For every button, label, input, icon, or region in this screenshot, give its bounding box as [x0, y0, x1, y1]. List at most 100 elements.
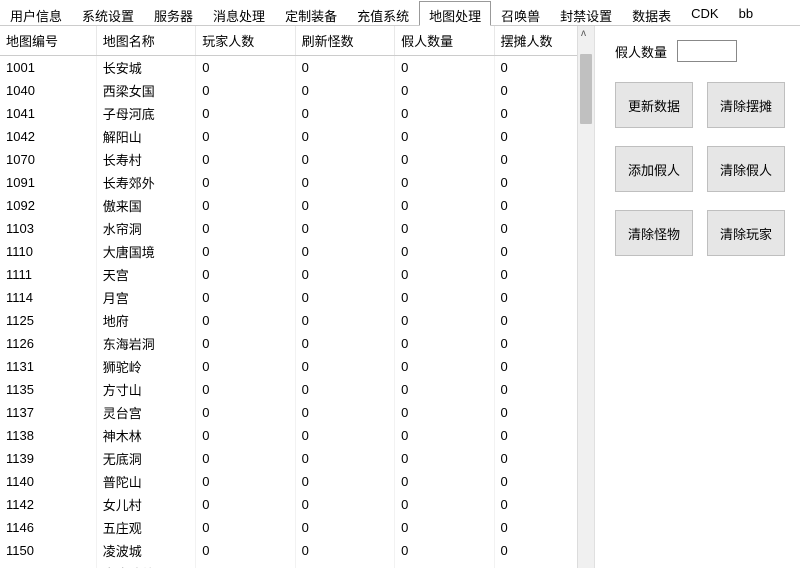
tab-1[interactable]: 系统设置	[72, 1, 144, 26]
column-header[interactable]: 刷新怪数	[295, 26, 394, 56]
column-header[interactable]: 地图编号	[0, 26, 96, 56]
scrollbar-thumb[interactable]	[580, 54, 592, 124]
clear-stall-button[interactable]: 清除摆摊	[707, 82, 785, 128]
table-cell: 0	[196, 516, 295, 539]
tab-4[interactable]: 定制装备	[275, 1, 347, 26]
table-cell: 0	[295, 470, 394, 493]
clear-monster-button[interactable]: 清除怪物	[615, 210, 693, 256]
table-row[interactable]: 1140普陀山0000	[0, 470, 594, 493]
table-cell: 子母河底	[96, 102, 195, 125]
table-cell: 0	[295, 447, 394, 470]
table-cell: 1150	[0, 539, 96, 562]
table-row[interactable]: 1110大唐国境0000	[0, 240, 594, 263]
vertical-scrollbar[interactable]: ʌ	[577, 26, 594, 568]
scroll-up-icon[interactable]: ʌ	[581, 28, 586, 39]
table-cell: 1070	[0, 148, 96, 171]
table-cell: 0	[196, 125, 295, 148]
table-cell: 0	[395, 355, 494, 378]
table-cell: 0	[295, 424, 394, 447]
action-button-grid: 更新数据清除摆摊添加假人清除假人清除怪物清除玩家	[615, 82, 800, 256]
table-cell: 0	[295, 378, 394, 401]
table-row[interactable]: 1146五庄观0000	[0, 516, 594, 539]
table-cell: 1139	[0, 447, 96, 470]
table-cell: 1140	[0, 470, 96, 493]
table-cell: 0	[295, 516, 394, 539]
table-cell: 0	[395, 332, 494, 355]
table-cell: 0	[395, 447, 494, 470]
table-row[interactable]: 1092傲来国0000	[0, 194, 594, 217]
table-cell: 0	[395, 286, 494, 309]
table-cell: 1111	[0, 263, 96, 286]
table-row[interactable]: 1137灵台宫0000	[0, 401, 594, 424]
table-cell: 0	[295, 79, 394, 102]
tab-6[interactable]: 地图处理	[419, 1, 491, 26]
table-cell: 0	[196, 240, 295, 263]
table-row[interactable]: 1042解阳山0000	[0, 125, 594, 148]
table-row[interactable]: 1131狮驼岭0000	[0, 355, 594, 378]
table-cell: 0	[395, 539, 494, 562]
table-cell: 0	[395, 516, 494, 539]
table-cell: 0	[196, 355, 295, 378]
table-cell: 1125	[0, 309, 96, 332]
column-header[interactable]: 假人数量	[395, 26, 494, 56]
tab-9[interactable]: 数据表	[622, 1, 681, 26]
table-row[interactable]: 1070长寿村0000	[0, 148, 594, 171]
table-row[interactable]: 1142女儿村0000	[0, 493, 594, 516]
table-row[interactable]: 1040西梁女国0000	[0, 79, 594, 102]
map-table-wrap: 地图编号地图名称玩家人数刷新怪数假人数量摆摊人数 1001长安城00001040…	[0, 26, 595, 568]
table-row[interactable]: 1138神木林0000	[0, 424, 594, 447]
table-cell: 0	[196, 102, 295, 125]
table-row[interactable]: 1173大唐境外0000	[0, 562, 594, 568]
main-area: 地图编号地图名称玩家人数刷新怪数假人数量摆摊人数 1001长安城00001040…	[0, 26, 800, 568]
tab-3[interactable]: 消息处理	[203, 1, 275, 26]
column-header[interactable]: 地图名称	[96, 26, 195, 56]
table-cell: 0	[295, 240, 394, 263]
fake-player-input[interactable]	[677, 40, 737, 62]
table-row[interactable]: 1091长寿郊外0000	[0, 171, 594, 194]
tab-5[interactable]: 充值系统	[347, 1, 419, 26]
column-header[interactable]: 玩家人数	[196, 26, 295, 56]
table-row[interactable]: 1125地府0000	[0, 309, 594, 332]
tab-0[interactable]: 用户信息	[0, 1, 72, 26]
tab-10[interactable]: CDK	[681, 1, 728, 26]
table-cell: 0	[395, 171, 494, 194]
table-cell: 0	[295, 263, 394, 286]
add-fake-button[interactable]: 添加假人	[615, 146, 693, 192]
table-row[interactable]: 1041子母河底0000	[0, 102, 594, 125]
table-cell: 0	[196, 562, 295, 568]
table-cell: 0	[395, 263, 494, 286]
tab-2[interactable]: 服务器	[144, 1, 203, 26]
table-cell: 0	[295, 125, 394, 148]
table-row[interactable]: 1001长安城0000	[0, 56, 594, 80]
table-cell: 五庄观	[96, 516, 195, 539]
table-cell: 0	[295, 56, 394, 80]
table-cell: 0	[295, 102, 394, 125]
table-cell: 长寿村	[96, 148, 195, 171]
table-row[interactable]: 1135方寸山0000	[0, 378, 594, 401]
table-cell: 1110	[0, 240, 96, 263]
table-cell: 1126	[0, 332, 96, 355]
map-table: 地图编号地图名称玩家人数刷新怪数假人数量摆摊人数 1001长安城00001040…	[0, 26, 594, 568]
clear-fake-button[interactable]: 清除假人	[707, 146, 785, 192]
table-row[interactable]: 1103水帘洞0000	[0, 217, 594, 240]
tab-7[interactable]: 召唤兽	[491, 1, 550, 26]
table-cell: 1001	[0, 56, 96, 80]
table-cell: 长安城	[96, 56, 195, 80]
table-cell: 0	[196, 171, 295, 194]
table-cell: 东海岩洞	[96, 332, 195, 355]
table-row[interactable]: 1111天宫0000	[0, 263, 594, 286]
tab-11[interactable]: bb	[729, 1, 763, 26]
update-data-button[interactable]: 更新数据	[615, 82, 693, 128]
fake-player-row: 假人数量	[615, 40, 800, 62]
table-cell: 傲来国	[96, 194, 195, 217]
table-row[interactable]: 1139无底洞0000	[0, 447, 594, 470]
table-row[interactable]: 1114月宫0000	[0, 286, 594, 309]
table-cell: 0	[395, 378, 494, 401]
table-row[interactable]: 1150凌波城0000	[0, 539, 594, 562]
clear-player-button[interactable]: 清除玩家	[707, 210, 785, 256]
table-cell: 0	[395, 79, 494, 102]
tab-8[interactable]: 封禁设置	[550, 1, 622, 26]
table-cell: 0	[295, 194, 394, 217]
table-cell: 方寸山	[96, 378, 195, 401]
table-row[interactable]: 1126东海岩洞0000	[0, 332, 594, 355]
